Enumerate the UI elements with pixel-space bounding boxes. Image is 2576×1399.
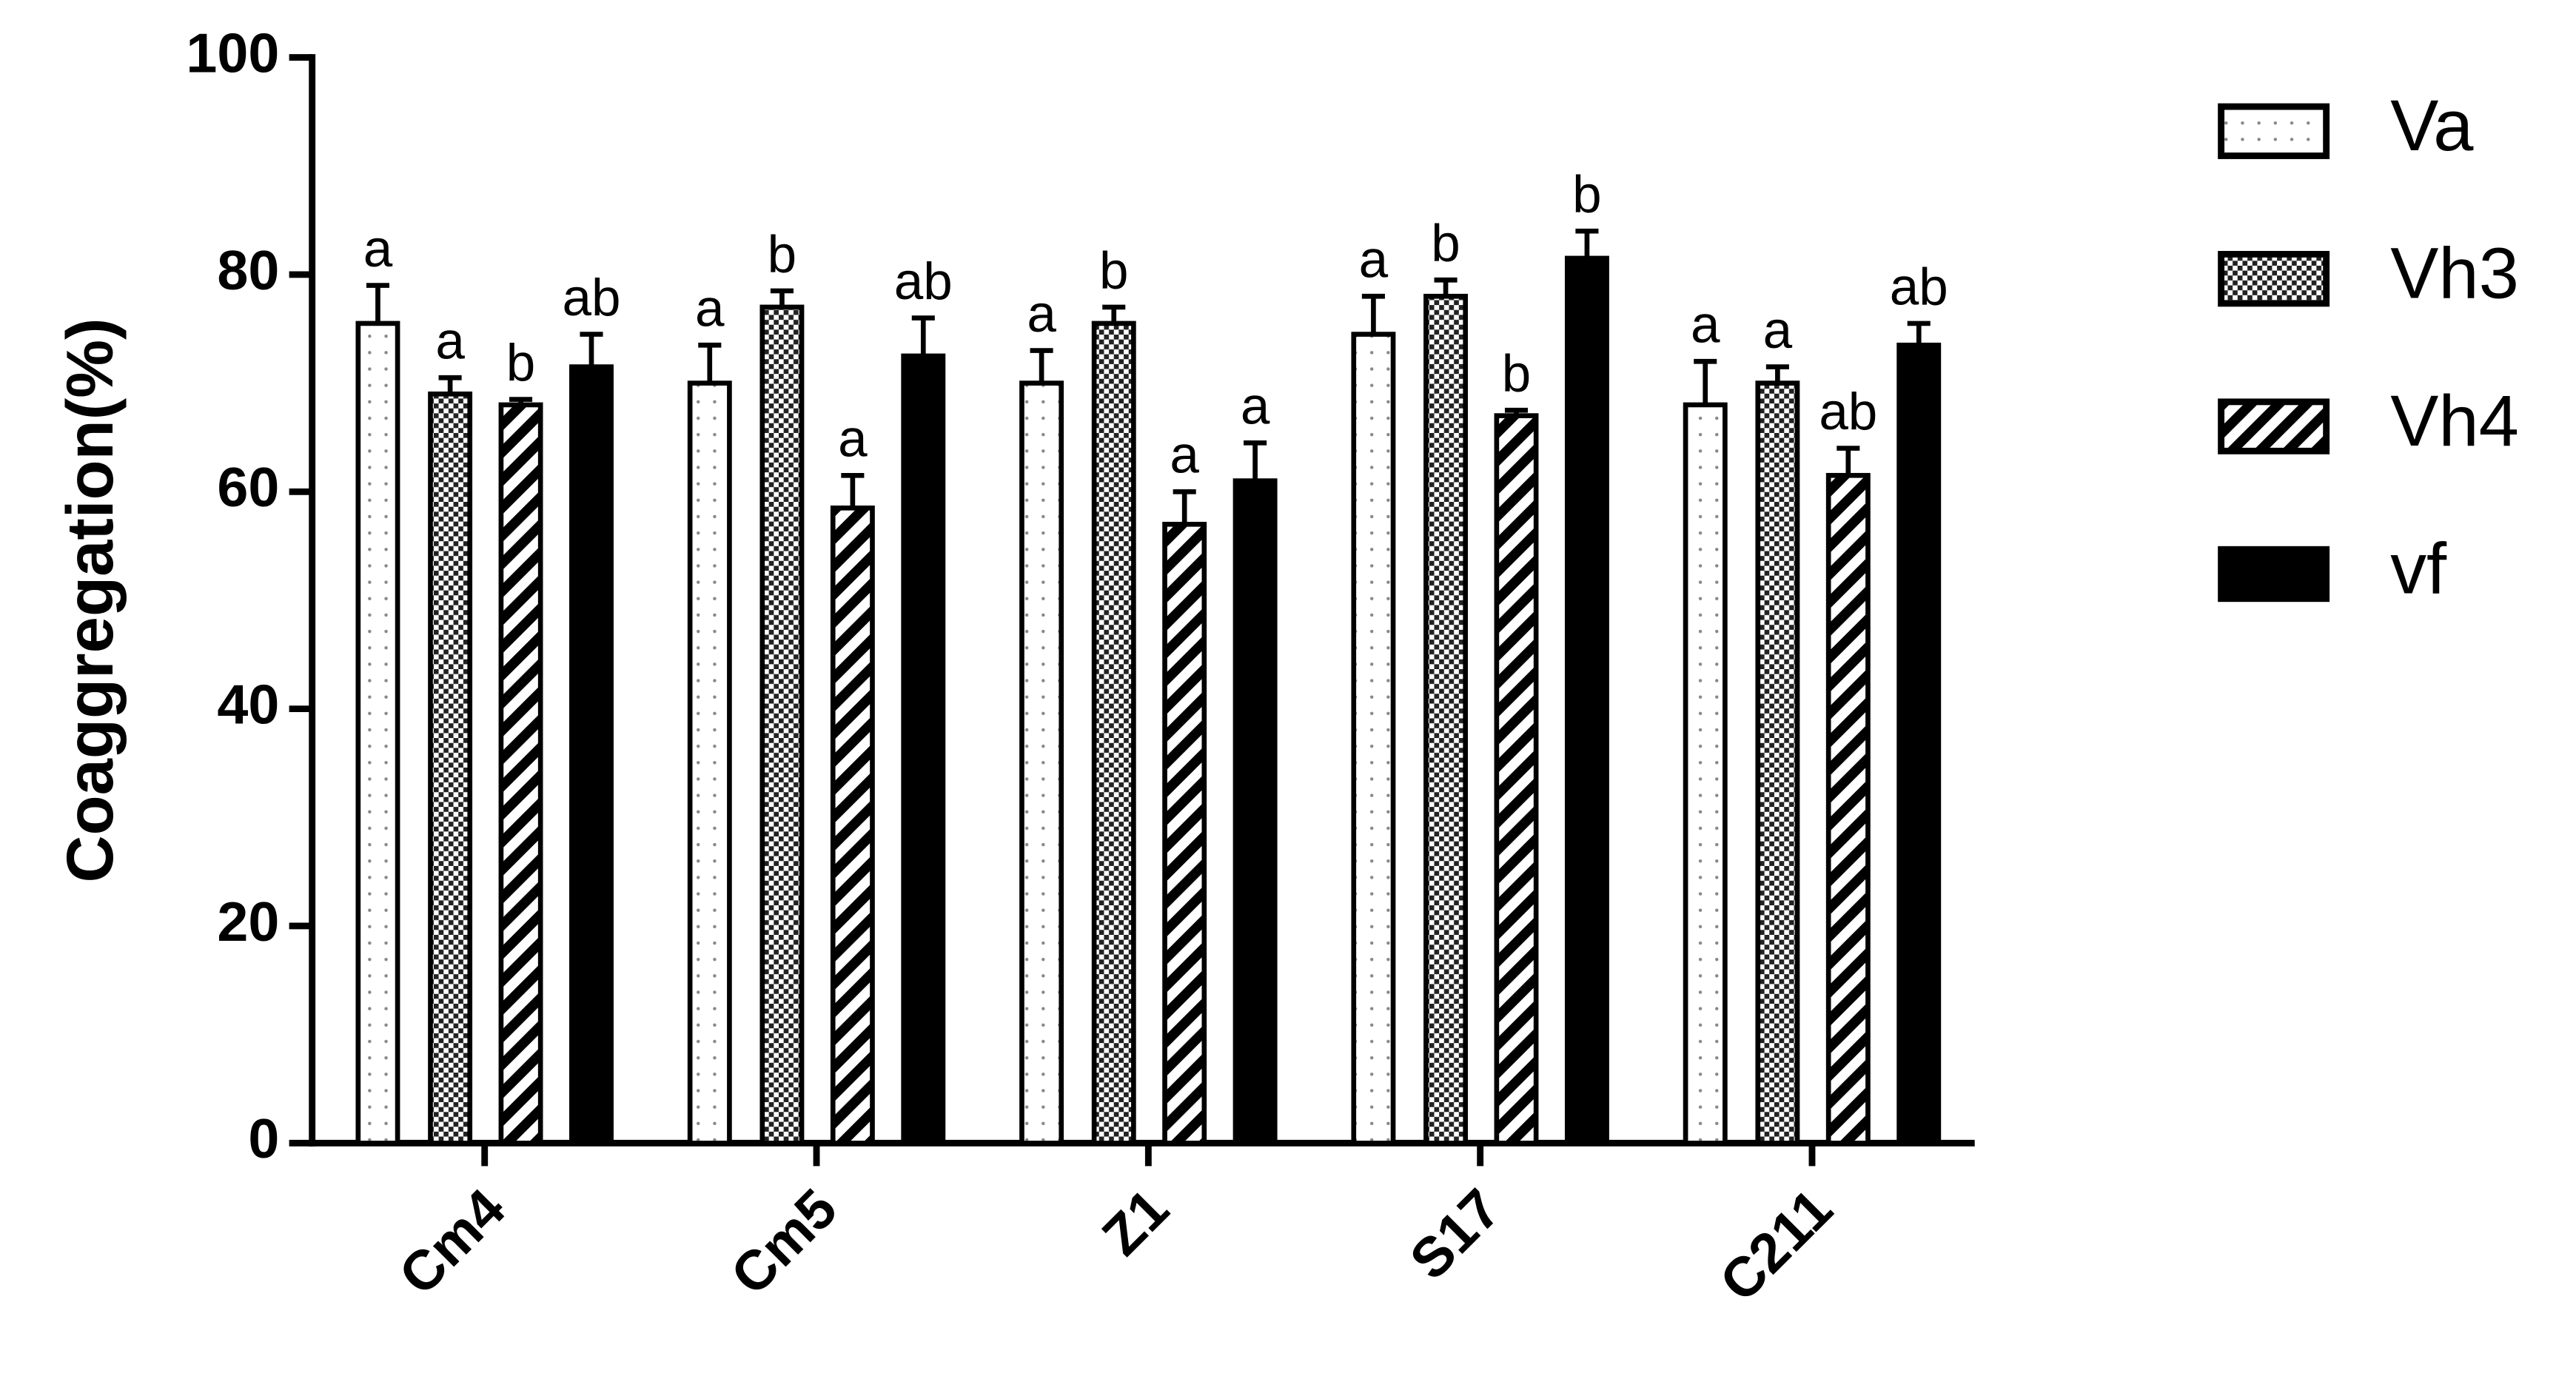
y-tick-label: 0 [248,1107,279,1170]
bar [1091,321,1136,1146]
legend-swatch [2218,546,2330,603]
bar [687,380,732,1146]
x-tick-label: Cm5 [719,1177,848,1306]
y-tick-label: 20 [217,890,279,953]
legend-label: Vh4 [2390,380,2519,461]
significance-letter: b [506,334,536,392]
bar [1683,402,1728,1146]
significance-letter: ab [1890,258,1948,316]
legend-label: Va [2390,85,2474,166]
x-tick-label: S17 [1398,1177,1512,1291]
bar [1162,521,1207,1146]
significance-letter: b [1099,241,1129,300]
x-tick-label: Cm4 [387,1177,517,1306]
significance-letter: ab [562,269,620,327]
y-tick-label: 60 [217,456,279,518]
bar [1896,342,1942,1146]
significance-letter: b [768,225,797,284]
significance-letter: a [1691,296,1720,355]
bar [1232,478,1278,1146]
significance-letter: ab [1819,383,1877,441]
significance-letter: a [363,220,393,278]
bar [901,353,946,1146]
legend-swatch [2218,103,2330,159]
bar [830,505,875,1146]
bar [355,321,400,1146]
significance-letter: a [838,410,868,469]
significance-letter: ab [894,252,953,311]
bar [759,304,805,1146]
bar [1423,293,1469,1146]
y-tick-label: 100 [186,22,279,84]
bar [1825,472,1871,1146]
legend-label: vf [2390,528,2447,608]
legend-label: Vh3 [2390,233,2519,314]
significance-letter: a [1170,426,1199,485]
significance-letter: b [1502,345,1532,403]
legend-swatch [2218,398,2330,454]
bar [569,364,614,1146]
y-tick-label: 80 [217,239,279,301]
y-axis-label: Coaggregation(%) [53,318,127,882]
significance-letter: a [1359,231,1389,289]
bar [1755,380,1800,1146]
bar [1019,380,1064,1146]
significance-letter: a [1027,285,1056,343]
bar [1494,413,1539,1146]
x-tick-label: Z1 [1090,1177,1181,1267]
x-tick-label: C211 [1708,1177,1844,1313]
significance-letter: a [435,312,465,371]
significance-letter: b [1572,166,1602,224]
significance-letter: a [1241,378,1270,436]
significance-letter: b [1431,215,1460,273]
legend-swatch [2218,251,2330,307]
significance-letter: a [695,280,725,338]
bar [428,391,473,1146]
significance-letter: a [1763,301,1793,360]
bar [498,402,543,1146]
y-tick-label: 40 [217,674,279,736]
bar [1564,255,1609,1146]
bar [1351,332,1396,1146]
